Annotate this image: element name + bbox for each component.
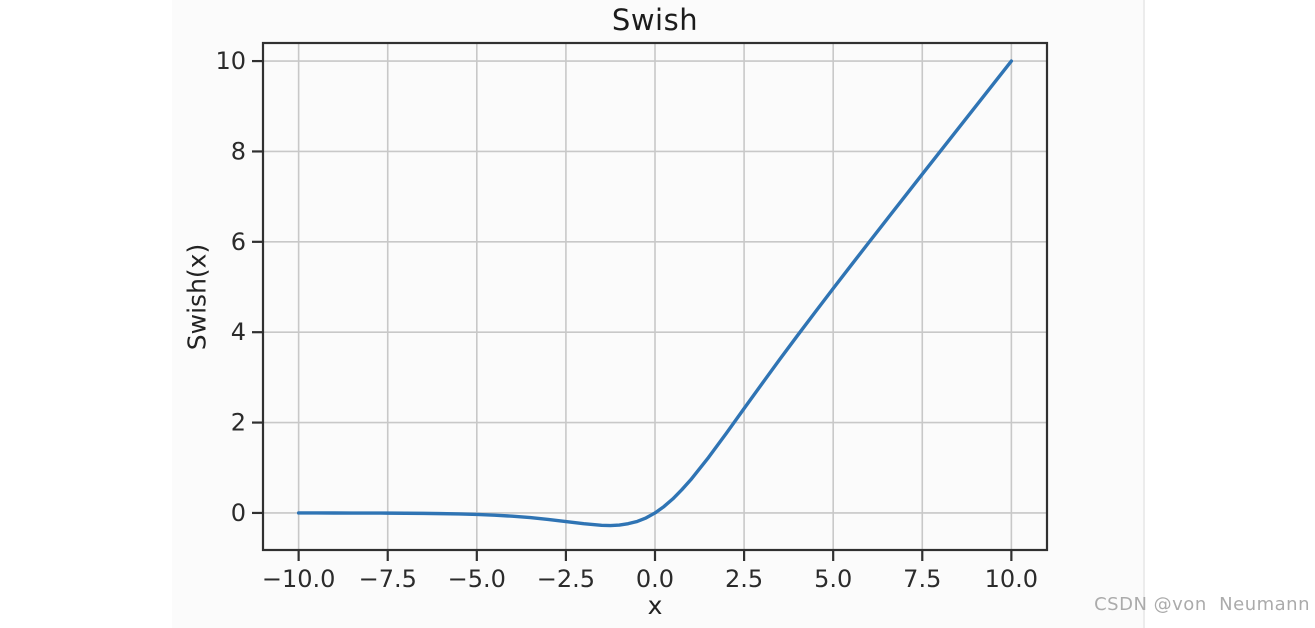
y-tick-label: 8 — [231, 137, 246, 165]
y-tick-label: 4 — [231, 318, 246, 346]
x-tick-label: −5.0 — [448, 565, 506, 593]
y-tick-label: 10 — [215, 47, 246, 75]
x-tick-label: −7.5 — [359, 565, 417, 593]
x-axis-label: x — [647, 591, 663, 620]
plot-area: −10.0 −7.5 −5.0 −2.5 0.0 2.5 5.0 7.5 10.0 0 2 4 6 8 10 — [215, 41, 1049, 593]
x-tick-label: 2.5 — [725, 565, 763, 593]
watermark: CSDN @von Neumann — [1094, 594, 1310, 615]
x-tick-label: 10.0 — [985, 565, 1038, 593]
y-tick-label: 2 — [231, 409, 246, 437]
x-tick-label: 5.0 — [814, 565, 852, 593]
x-tick-label: 0.0 — [636, 565, 674, 593]
chart-title: Swish — [611, 3, 699, 37]
x-tick-label: −10.0 — [262, 565, 336, 593]
y-tick-label: 6 — [231, 228, 246, 256]
swish-chart-figure: Swish Swish(x) x −10.0 −7.5 −5.0 −2.5 0.0 2.5… — [172, 0, 1145, 628]
x-tick-label: −2.5 — [537, 565, 595, 593]
x-tick-label: 7.5 — [903, 565, 941, 593]
y-tick-label: 0 — [231, 499, 246, 527]
swish-curve — [296, 59, 1014, 528]
